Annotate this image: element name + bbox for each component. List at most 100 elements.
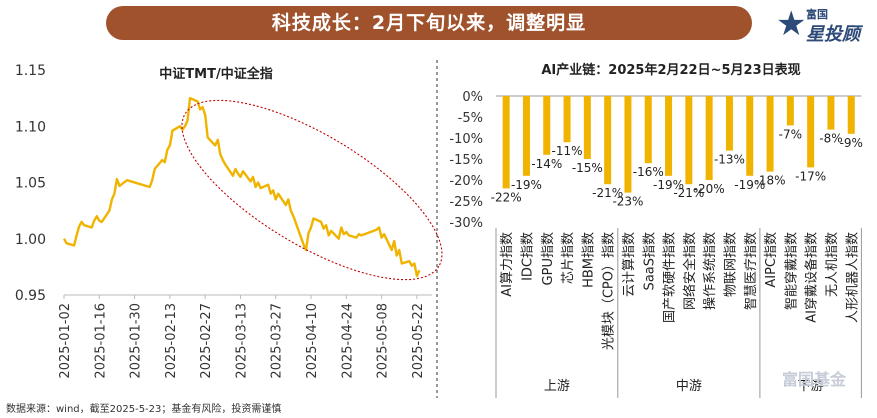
line-x-tick-label: 2025-01-16 — [93, 303, 108, 379]
line-chart-title: 中证TMT/中证全指 — [159, 66, 272, 82]
line-x-tick-label: 2025-04-24 — [340, 303, 355, 379]
bar-category-label: 国产软硬件指数 — [663, 232, 678, 323]
bar-group-label: 上游 — [544, 379, 570, 394]
bar-data-label: -19% — [734, 178, 765, 192]
bar-category-label: 无人机指数 — [825, 232, 840, 297]
bar — [725, 96, 733, 151]
bar-data-label: -23% — [612, 195, 643, 209]
bar — [786, 96, 794, 126]
bar-category-label: SaaS指数 — [642, 232, 657, 290]
bar — [705, 96, 713, 180]
bar-data-label: -21% — [592, 186, 623, 200]
bar-data-label: -19% — [511, 178, 542, 192]
bar-data-label: -9% — [840, 136, 863, 150]
line-x-tick-label: 2025-01-30 — [129, 303, 144, 379]
bar — [847, 96, 855, 134]
star-icon: ★ — [776, 4, 807, 44]
bar-category-label: 操作系统指数 — [702, 232, 718, 310]
bar-data-label: -21% — [673, 186, 704, 200]
bar-group-label: 下游 — [798, 379, 824, 394]
page-title: 科技成长：2月下旬以来，调整明显 — [271, 12, 587, 34]
page-title-banner: 科技成长：2月下旬以来，调整明显 — [106, 6, 752, 40]
bar-series — [502, 96, 855, 193]
decline-highlight-ellipse — [181, 99, 443, 281]
line-y-tick-label: 1.10 — [15, 119, 46, 135]
logo-line-2: 星投顾 — [806, 24, 860, 45]
bar-data-labels: -22%-19%-14%-11%-15%-21%-23%-16%-19%-21%… — [491, 127, 863, 208]
bar-data-label: -20% — [694, 182, 725, 196]
bar-group-label: 中游 — [676, 379, 702, 394]
bar-data-label: -15% — [572, 161, 603, 175]
line-y-tick-label: 0.95 — [15, 288, 46, 304]
line-chart-y-axis: 1.15 1.10 1.05 1.00 0.95 — [15, 63, 46, 304]
bar — [665, 96, 673, 176]
bar-data-label: -13% — [714, 153, 745, 167]
bar — [766, 96, 774, 172]
line-y-tick-label: 1.05 — [15, 176, 46, 192]
bar-data-label: -18% — [755, 174, 786, 188]
bar — [502, 96, 510, 189]
logo-line-1: 富国 — [806, 8, 828, 21]
bar — [624, 96, 632, 193]
bar — [563, 96, 571, 143]
bar — [543, 96, 551, 155]
bar-data-label: -16% — [633, 165, 664, 179]
bar-category-label: AI穿戴设备指数 — [804, 232, 820, 323]
bar-category-label: AI算力指数 — [500, 232, 515, 297]
bar-data-label: -22% — [491, 190, 522, 204]
brand-logo: ★ 富国 星投顾 — [776, 4, 872, 45]
bar — [807, 96, 815, 168]
bar-category-label: 智能穿戴指数 — [783, 232, 799, 310]
bar-category-label: IDC指数 — [520, 232, 535, 281]
bar-group-labels: 上游 中游 下游 — [495, 228, 862, 398]
bar — [644, 96, 652, 164]
bar-category-label: 智慧医疗指数 — [743, 232, 759, 310]
bar-data-label: -11% — [552, 144, 583, 158]
bar-y-tick-label: -5% — [458, 111, 483, 126]
bar-data-label: -7% — [779, 127, 802, 141]
bar-y-tick-label: 0% — [462, 90, 483, 105]
bar-data-label: -19% — [653, 178, 684, 192]
line-x-tick-label: 2025-02-27 — [199, 303, 214, 379]
data-source-note: 数据来源：wind，截至2025-5-23；基金有风险，投资需谨慎 — [6, 404, 282, 415]
bar-chart-title: AI产业链：2025年2月22日~5月23日表现 — [541, 62, 800, 78]
bar-data-label: -14% — [531, 157, 562, 171]
bar-category-label: 网络安全指数 — [682, 232, 698, 310]
line-x-tick-label: 2025-05-22 — [411, 303, 426, 379]
bar-category-label: 云计算指数 — [622, 232, 637, 297]
line-chart-x-axis: 2025-01-02 2025-01-16 2025-01-30 2025-02-13… — [58, 294, 432, 379]
bar — [522, 96, 530, 176]
bar-y-tick-label: -15% — [449, 153, 483, 168]
bar-category-label: 芯片指数 — [561, 232, 576, 284]
bar — [746, 96, 754, 176]
line-series-tmt-ratio — [62, 96, 421, 278]
line-x-tick-label: 2025-05-08 — [376, 303, 391, 379]
line-x-tick-label: 2025-03-27 — [270, 303, 285, 379]
line-x-tick-label: 2025-01-02 — [58, 303, 73, 379]
bar — [604, 96, 612, 185]
watermark-text: 富国基金 — [782, 370, 847, 389]
bar-category-label: 物联网指数 — [723, 232, 738, 297]
bar — [827, 96, 835, 130]
line-x-tick-label: 2025-04-10 — [305, 303, 320, 379]
bar-category-label: GPU指数 — [541, 232, 556, 285]
line-x-tick-label: 2025-03-13 — [234, 303, 249, 379]
bar-category-label: HBM指数 — [581, 232, 596, 288]
bar-category-label: 人形机器人指数 — [845, 232, 860, 323]
bar-y-tick-label: -20% — [449, 174, 483, 189]
bar-data-label: -8% — [819, 132, 842, 146]
bar-chart-y-axis: 0% -5% -10% -15% -20% -25% -30% — [449, 90, 862, 231]
bar-data-label: -17% — [795, 169, 826, 183]
bar-y-tick-label: -10% — [449, 132, 483, 147]
bar-y-tick-label: -25% — [449, 195, 483, 210]
bar — [685, 96, 693, 185]
bar-category-labels: AI算力指数 IDC指数 GPU指数 芯片指数 HBM指数 光模块（CPO）指数 云计算指数… — [500, 232, 860, 350]
line-x-tick-label: 2025-02-13 — [164, 303, 179, 379]
bar — [583, 96, 591, 159]
bar-y-tick-label: -30% — [449, 216, 483, 231]
bar-category-label: AIPC指数 — [764, 232, 779, 288]
line-y-tick-label: 1.15 — [15, 63, 46, 79]
bar-category-label: 光模块（CPO）指数 — [602, 232, 617, 350]
line-y-tick-label: 1.00 — [15, 232, 46, 248]
